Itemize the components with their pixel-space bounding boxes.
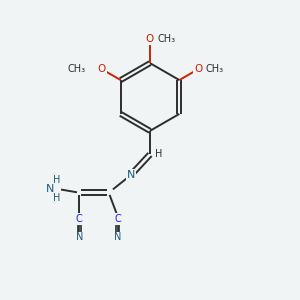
Text: CH₃: CH₃	[157, 34, 175, 44]
Text: CH₃: CH₃	[67, 64, 86, 74]
Text: O: O	[98, 64, 106, 74]
Text: H: H	[53, 193, 60, 203]
Text: CH₃: CH₃	[206, 64, 224, 74]
Text: N: N	[114, 232, 121, 242]
Text: H: H	[53, 175, 60, 185]
Text: O: O	[194, 64, 202, 74]
Text: H: H	[155, 149, 163, 159]
Text: C: C	[114, 214, 121, 224]
Text: N: N	[127, 170, 135, 180]
Text: C: C	[76, 214, 83, 224]
Text: N: N	[76, 232, 83, 242]
Text: N: N	[46, 184, 54, 194]
Text: O: O	[146, 34, 154, 44]
